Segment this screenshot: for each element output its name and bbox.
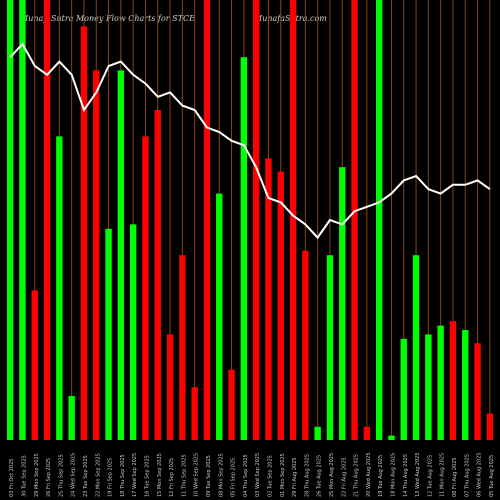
bar-inflow bbox=[425, 334, 432, 440]
x-tick-label: 10 Wed Sep 2025 bbox=[194, 453, 200, 497]
bar-inflow bbox=[68, 396, 75, 440]
bar-outflow bbox=[43, 0, 51, 440]
x-tick-label: 01 Mon Sep 2025 bbox=[280, 453, 286, 497]
x-tick-label: 16 Tue Sep 2025 bbox=[144, 455, 150, 497]
bar-inflow bbox=[6, 0, 14, 440]
bar-inflow bbox=[462, 330, 469, 440]
x-tick-label: 26 Tue Aug 2025 bbox=[317, 455, 323, 497]
bar-inflow bbox=[437, 325, 444, 440]
bar-outflow bbox=[363, 426, 371, 440]
bar-outflow bbox=[142, 136, 149, 440]
bar-inflow bbox=[216, 193, 223, 440]
bar-inflow bbox=[129, 224, 137, 440]
x-tick-label: 15 Mon Sep 2025 bbox=[157, 453, 163, 497]
x-tick-label: 22 Fri Aug 2025 bbox=[341, 457, 347, 497]
bar-outflow bbox=[351, 0, 358, 440]
bar-outflow bbox=[302, 250, 309, 440]
x-tick-label: 05 Fri Sep 2025 bbox=[231, 458, 237, 497]
bar-outflow bbox=[252, 0, 260, 440]
bar-outflow bbox=[474, 343, 481, 440]
bar-outflow bbox=[277, 171, 284, 440]
x-tick-label: 25 Mon Aug 2025 bbox=[329, 453, 335, 497]
bar-inflow bbox=[388, 435, 395, 440]
x-tick-label: 14 Thu Aug 2025 bbox=[403, 454, 409, 497]
x-tick-label: 24 Wed Sep 2025 bbox=[71, 453, 77, 497]
bar-inflow bbox=[117, 70, 125, 441]
bar-outflow bbox=[486, 413, 494, 440]
x-tick-label: 18 Thu Sep 2025 bbox=[120, 454, 126, 497]
bar-outflow bbox=[93, 70, 100, 441]
x-tick-label: 08 Mon Sep 2025 bbox=[218, 453, 224, 497]
x-tick-label: 06 Wed Aug 2025 bbox=[477, 452, 483, 497]
chart-title: MunafaSutra Money Flow Charts for STCE bbox=[20, 14, 195, 23]
x-tick-label: 20 Wed Aug 2025 bbox=[366, 452, 372, 497]
bar-inflow bbox=[240, 57, 248, 440]
x-tick-label: 13 Wed Aug 2025 bbox=[415, 452, 421, 497]
bar-inflow bbox=[314, 426, 321, 440]
x-tick-label: 05 Tue Aug 2025 bbox=[489, 455, 495, 497]
bar-outflow bbox=[289, 0, 297, 440]
x-tick-label: 08 Fri Aug 2025 bbox=[452, 457, 458, 497]
bar-outflow bbox=[203, 0, 211, 440]
bar-inflow bbox=[19, 0, 26, 440]
x-tick-label: 28 Thu Aug 2025 bbox=[304, 454, 310, 497]
bar-outflow bbox=[80, 26, 88, 441]
x-tick-label: 23 Tue Sep 2025 bbox=[83, 455, 89, 497]
x-tick-label: 29 Mon Sep 2025 bbox=[34, 453, 40, 497]
x-tick-label: 25 Thu Sep 2025 bbox=[58, 454, 64, 497]
x-tick-label: 19 Tue Aug 2025 bbox=[378, 455, 384, 497]
x-tick-label: 21 Thu Aug 2025 bbox=[354, 454, 360, 497]
x-tick-label: 04 Thu Sep 2025 bbox=[243, 454, 249, 497]
bar-outflow bbox=[449, 321, 457, 440]
x-tick-label: 18 Mon Aug 2025 bbox=[390, 453, 396, 497]
bar-outflow bbox=[31, 290, 38, 440]
x-tick-label: 26 Fri Sep 2025 bbox=[46, 458, 52, 497]
x-tick-label: 03 Fri Oct 2025 bbox=[9, 459, 15, 497]
bar-inflow bbox=[339, 167, 346, 440]
bar-outflow bbox=[191, 387, 198, 440]
bar-outflow bbox=[228, 369, 235, 440]
bar-outflow bbox=[154, 110, 161, 440]
bar-outflow bbox=[166, 334, 174, 440]
x-tick-label: 22 Mon Sep 2025 bbox=[95, 453, 101, 497]
bar-inflow bbox=[412, 255, 420, 440]
bar-outflow bbox=[179, 255, 186, 440]
x-tick-label: 19 Fri Sep 2025 bbox=[108, 458, 114, 497]
x-tick-label: 12 Fri Sep 2025 bbox=[169, 458, 175, 497]
x-tick-label: 29 Fri Aug 2025 bbox=[292, 457, 298, 497]
x-tick-label: 03 Wed Sep 2025 bbox=[255, 453, 261, 497]
price-line bbox=[9, 42, 491, 240]
bar-inflow bbox=[56, 136, 63, 440]
x-tick-label: 17 Wed Sep 2025 bbox=[132, 453, 138, 497]
x-tick-label: 09 Tue Sep 2025 bbox=[206, 455, 212, 497]
x-tick-label: 30 Tue Sep 2025 bbox=[21, 455, 27, 497]
bar-inflow bbox=[375, 0, 383, 440]
bar-outflow bbox=[265, 158, 272, 440]
bar-inflow bbox=[105, 228, 112, 440]
x-tick-label: 11 Mon Aug 2025 bbox=[440, 453, 446, 497]
x-tick-label: 07 Thu Aug 2025 bbox=[464, 454, 470, 497]
x-tick-label: 11 Thu Sep 2025 bbox=[181, 454, 187, 497]
x-tick-label: 12 Tue Aug 2025 bbox=[427, 455, 433, 497]
bar-inflow bbox=[400, 338, 407, 440]
bar-inflow bbox=[326, 255, 334, 440]
x-tick-label: 02 Tue Sep 2025 bbox=[267, 455, 273, 497]
